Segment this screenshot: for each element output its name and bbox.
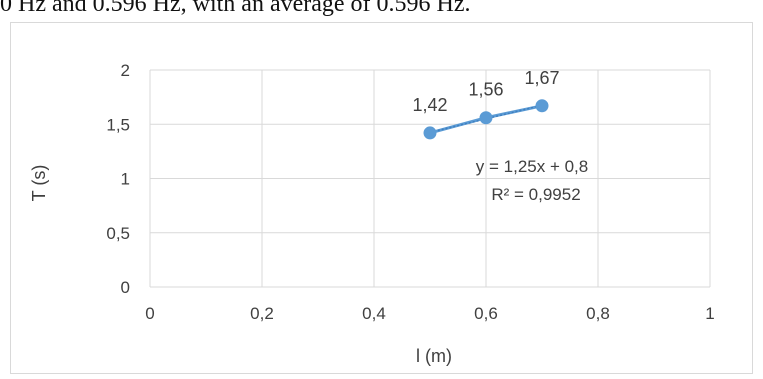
y-tick-label: 1,5 bbox=[106, 115, 130, 134]
y-tick-label: 1 bbox=[121, 170, 130, 189]
data-label: 1,67 bbox=[524, 68, 559, 88]
data-labels: 1,42 1,56 1,67 bbox=[412, 68, 559, 115]
data-point bbox=[535, 99, 549, 113]
y-tick-labels: 0 0,5 1 1,5 2 bbox=[106, 61, 130, 297]
data-point bbox=[479, 111, 493, 125]
x-tick-label: 0,8 bbox=[586, 304, 610, 323]
x-axis-title: l (m) bbox=[416, 346, 452, 366]
data-label: 1,56 bbox=[468, 80, 503, 100]
x-tick-label: 1 bbox=[705, 304, 714, 323]
gridlines bbox=[149, 69, 711, 288]
x-tick-label: 0,6 bbox=[474, 304, 498, 323]
x-tick-label: 0,2 bbox=[250, 304, 274, 323]
data-label: 1,42 bbox=[412, 95, 447, 115]
y-tick-label: 0,5 bbox=[106, 224, 130, 243]
data-point bbox=[423, 126, 437, 140]
document-sentence: 0 Hz and 0.596 Hz, with an average of 0.… bbox=[0, 0, 471, 17]
data-series bbox=[423, 99, 549, 140]
y-tick-label: 0 bbox=[121, 278, 130, 297]
x-tick-label: 0,4 bbox=[362, 304, 386, 323]
trendline-equation: y = 1,25x + 0,8 bbox=[476, 157, 588, 176]
chart-area bbox=[10, 22, 753, 374]
y-axis-title: T (s) bbox=[29, 165, 49, 202]
y-tick-label: 2 bbox=[121, 61, 130, 80]
trendline-r-squared: R² = 0,9952 bbox=[491, 185, 580, 204]
x-tick-labels: 0 0,2 0,4 0,6 0,8 1 bbox=[145, 304, 714, 323]
x-tick-label: 0 bbox=[145, 304, 154, 323]
